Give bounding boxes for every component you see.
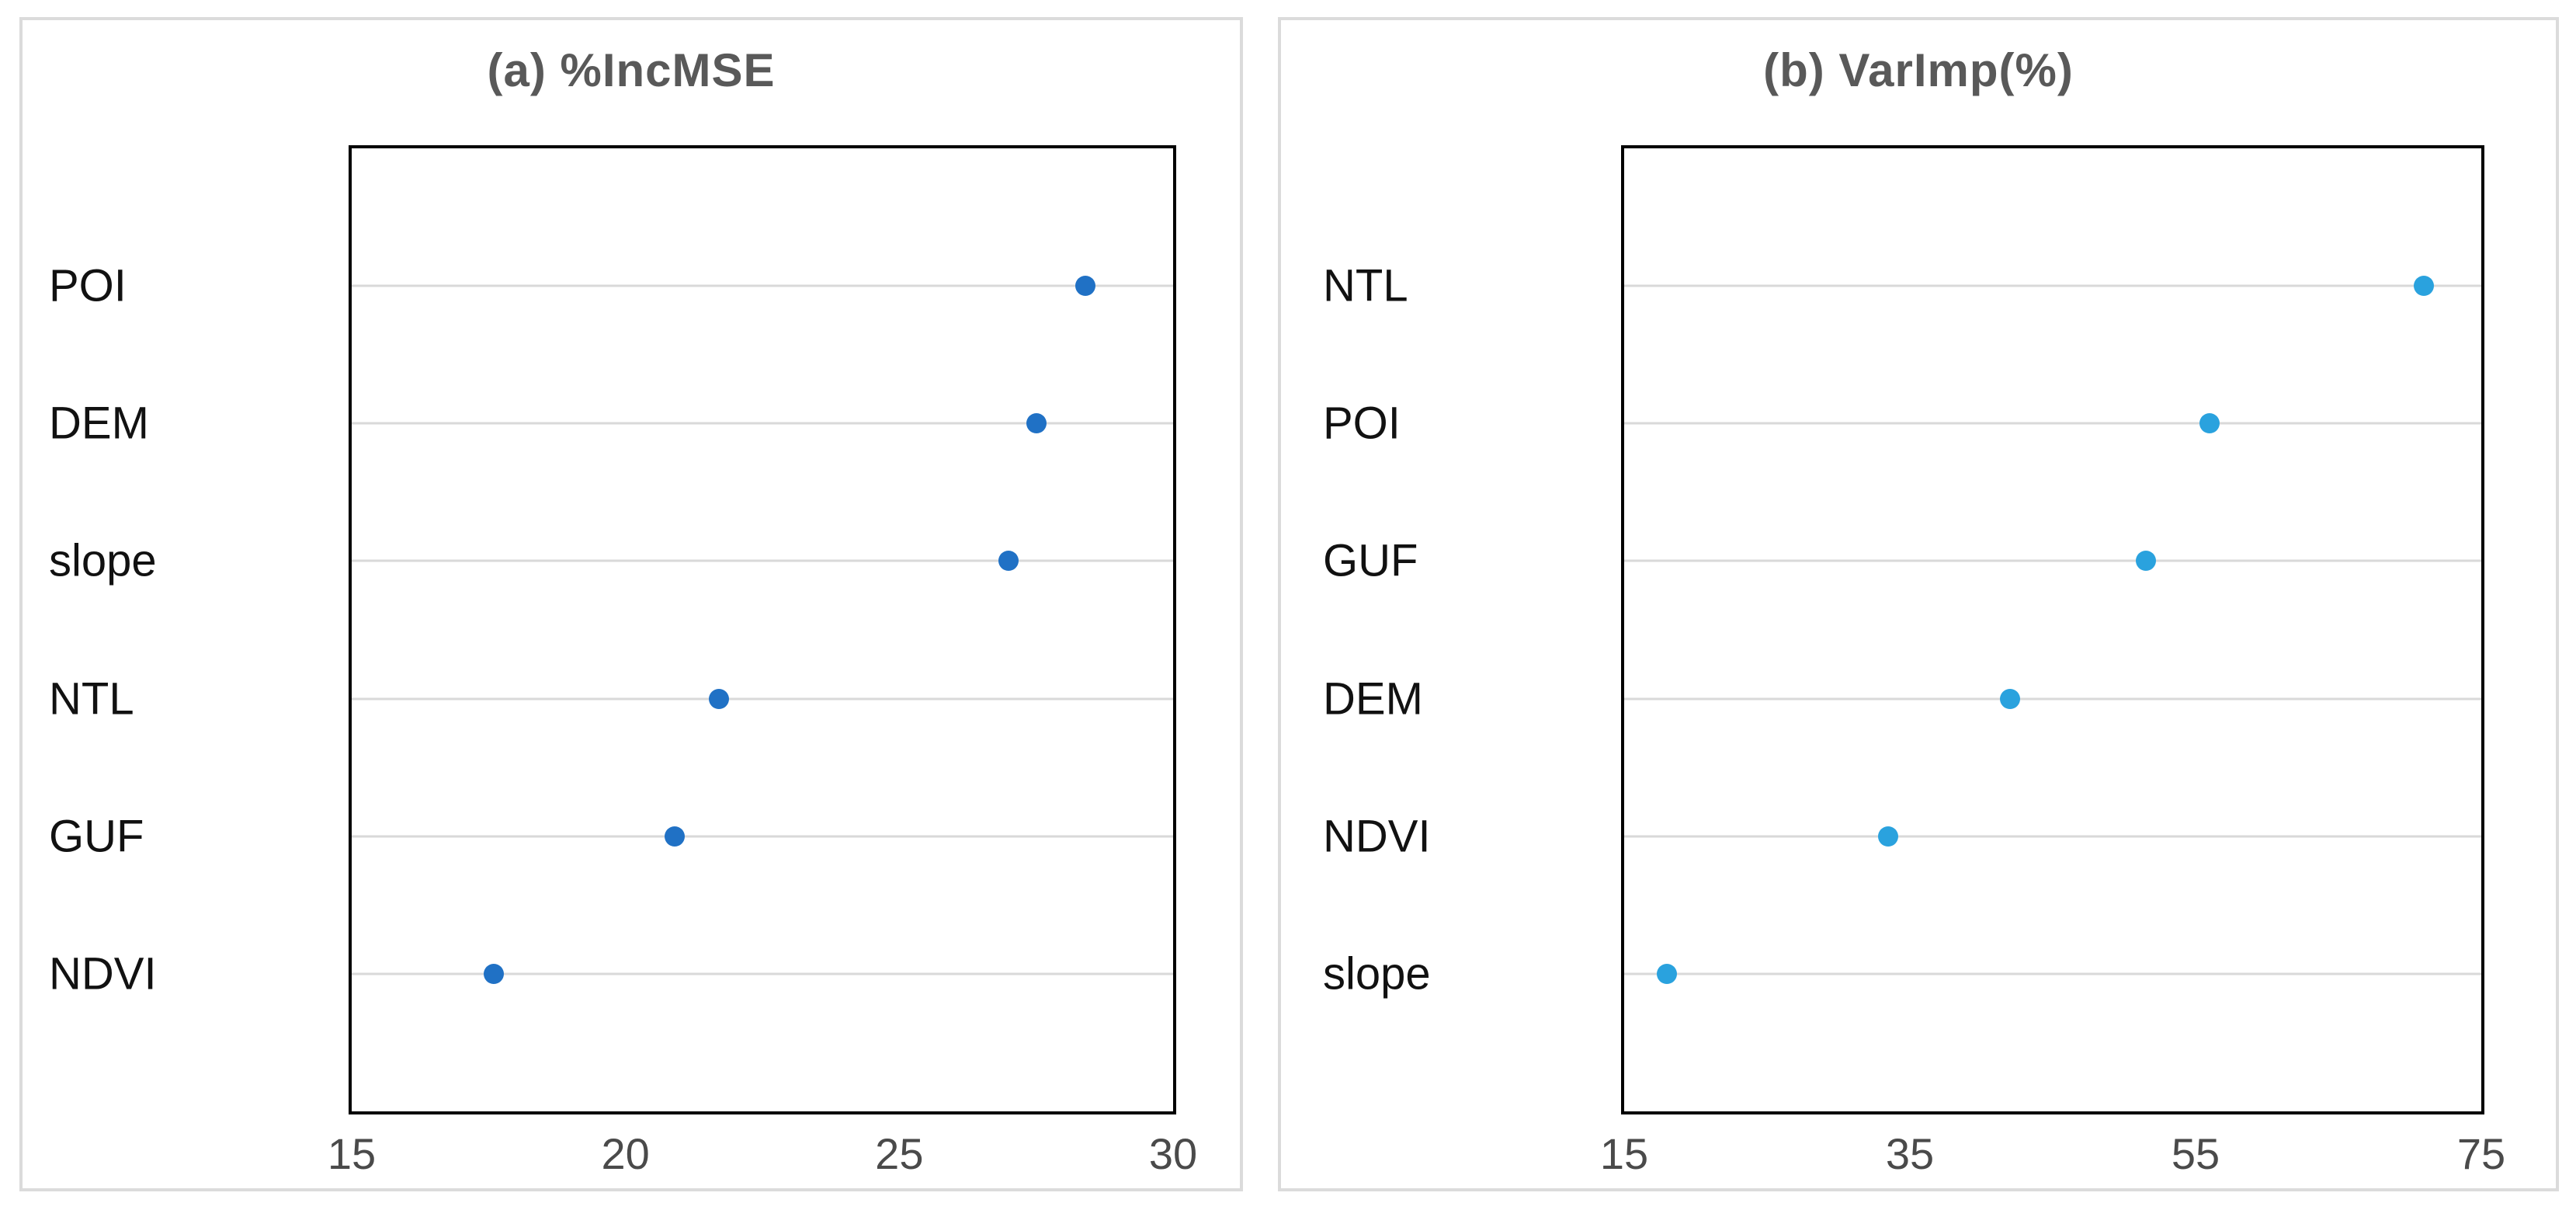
data-point-poi: [1075, 276, 1096, 297]
category-label-guf: GUF: [1323, 535, 1418, 586]
gridline: [1624, 972, 2481, 975]
x-axis-tick-35: 35: [1885, 1129, 1935, 1178]
gridline: [352, 972, 1173, 975]
chart-title-a: (a) %IncMSE: [487, 44, 776, 96]
plot-area-b: NTL POI GUF DEM NDVI slope 15 35 55 75: [1323, 145, 2505, 1178]
data-point-guf: [2135, 551, 2156, 572]
data-point-ndvi: [1878, 826, 1899, 847]
chart-panel-a: (a) %IncMSE POI DEM slope NTL GUF NDVI 15 20 25 3…: [19, 17, 1243, 1191]
category-label-ntl: NTL: [1323, 260, 1408, 311]
category-label-poi: POI: [49, 260, 127, 311]
data-point-ndvi: [484, 963, 505, 984]
category-label-dem: DEM: [1323, 673, 1423, 725]
data-point-guf: [665, 826, 686, 847]
x-axis-tick-30: 30: [1148, 1129, 1198, 1178]
gridline: [1624, 835, 2481, 838]
chart-panel-b: (b) VarImp(%) NTL POI GUF DEM NDVI slope 15 35 5…: [1278, 17, 2559, 1191]
x-axis-tick-20: 20: [601, 1129, 650, 1178]
x-axis-tick-25: 25: [875, 1129, 924, 1178]
category-label-slope: slope: [1323, 948, 1431, 1000]
category-label-ndvi: NDVI: [49, 948, 157, 1000]
x-axis-tick-55: 55: [2171, 1129, 2220, 1178]
gridline: [352, 835, 1173, 838]
gridline: [352, 284, 1173, 287]
gridline: [1624, 422, 2481, 425]
data-point-slope: [1657, 963, 1678, 984]
category-label-guf: GUF: [49, 811, 144, 862]
data-point-slope: [998, 551, 1019, 572]
category-label-ndvi: NDVI: [1323, 811, 1431, 862]
data-point-ntl: [2414, 276, 2435, 297]
x-axis-tick-15: 15: [327, 1129, 377, 1178]
data-point-ntl: [708, 688, 729, 709]
data-point-dem: [1026, 413, 1047, 434]
category-label-poi: POI: [1323, 398, 1401, 449]
category-label-slope: slope: [49, 535, 157, 586]
gridline: [352, 422, 1173, 425]
category-label-dem: DEM: [49, 398, 149, 449]
data-point-dem: [1999, 688, 2020, 709]
data-point-poi: [2199, 413, 2220, 434]
gridline: [1624, 284, 2481, 287]
gridline: [1624, 697, 2481, 701]
gridline: [352, 559, 1173, 562]
gridline: [1624, 559, 2481, 562]
x-axis-tick-15: 15: [1599, 1129, 1649, 1178]
category-label-ntl: NTL: [49, 673, 134, 725]
plot-area-a: POI DEM slope NTL GUF NDVI 15 20 25 30: [49, 145, 1197, 1178]
chart-title-b: (b) VarImp(%): [1763, 44, 2074, 96]
x-axis-tick-75: 75: [2456, 1129, 2506, 1178]
gridline: [352, 697, 1173, 701]
